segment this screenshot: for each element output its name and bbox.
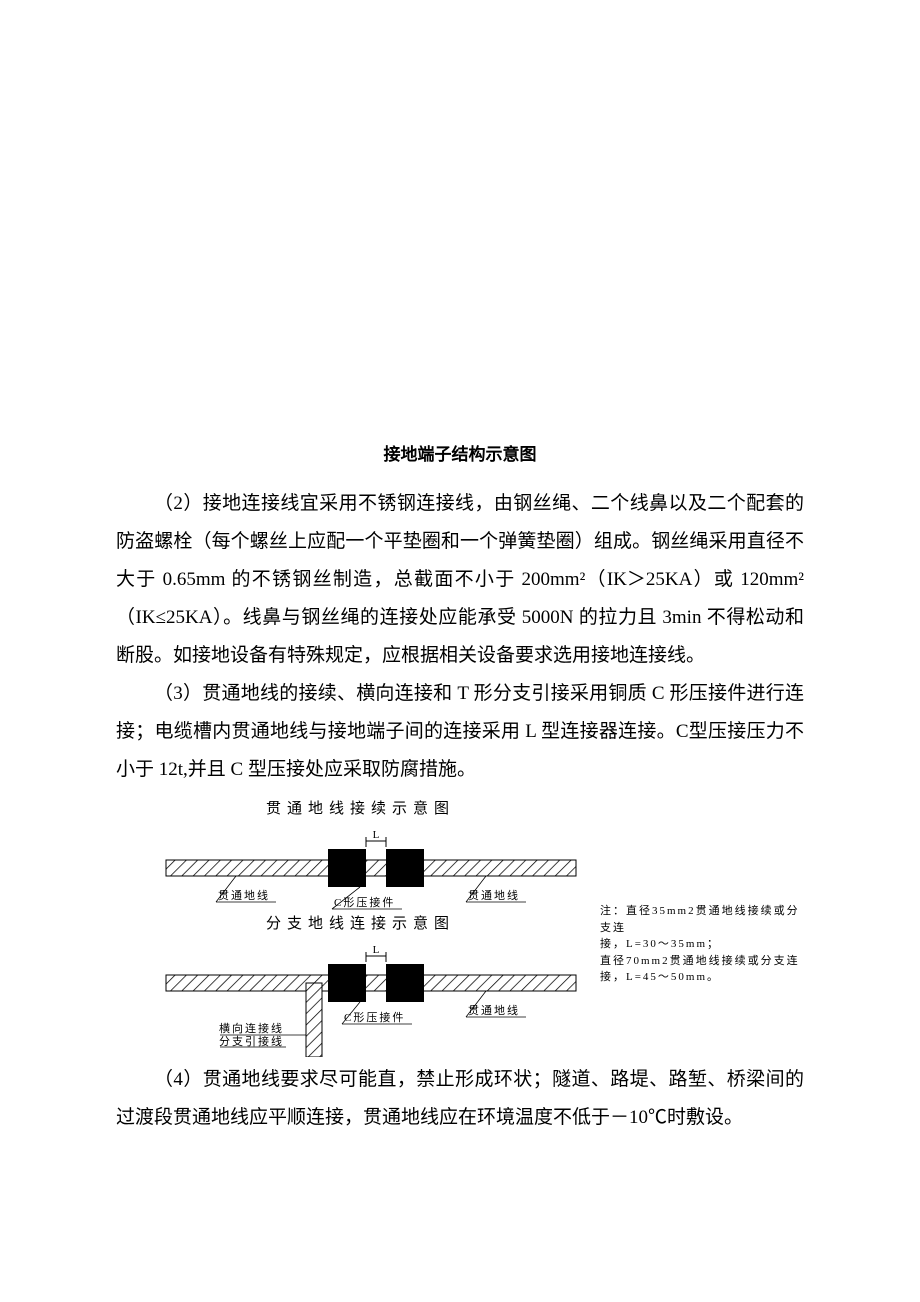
diagram-container: 贯通地线接续示意图 L贯通地线贯通地线C形压接件 分支地线连接示意图 L贯通地线… xyxy=(156,797,804,1057)
note-line: 接，L=30～35mm； xyxy=(600,936,804,953)
figure-title: 接地端子结构示意图 xyxy=(116,440,804,465)
paragraph-4: （4）贯通地线要求尽可能直，禁止形成环状；隧道、路堤、路堑、桥梁间的过渡段贯通地… xyxy=(116,1061,804,1137)
svg-text:C形压接件: C形压接件 xyxy=(334,896,395,909)
svg-text:贯通地线: 贯通地线 xyxy=(468,888,520,902)
svg-text:贯通地线: 贯通地线 xyxy=(468,1003,520,1017)
diagram-note: 注：直径35mm2贯通地线接续或分支连接，L=30～35mm； 直径70mm2贯… xyxy=(600,903,804,986)
diagram1-svg: L 贯通地线 贯通地线 C形压接件 xyxy=(156,822,586,912)
note-line: 接，L=45～50mm。 xyxy=(600,969,804,986)
page-content: 接地端子结构示意图 （2）接地连接线宜采用不锈钢连接线，由钢丝绳、二个线鼻以及二… xyxy=(116,440,804,1137)
svg-text:L: L xyxy=(373,829,380,841)
note-line: 直径70mm2贯通地线接续或分支连 xyxy=(600,953,804,970)
diagram1-title: 贯通地线接续示意图 xyxy=(266,797,804,818)
note-line: 注：直径35mm2贯通地线接续或分支连 xyxy=(600,903,804,936)
svg-text:横向连接线: 横向连接线 xyxy=(219,1021,284,1035)
svg-text:L: L xyxy=(373,944,380,956)
svg-text:分支引接线: 分支引接线 xyxy=(219,1034,284,1048)
paragraph-2: （2）接地连接线宜采用不锈钢连接线，由钢丝绳、二个线鼻以及二个配套的防盗螺栓（每… xyxy=(116,485,804,675)
paragraph-3: （3）贯通地线的接续、横向连接和 T 形分支引接采用铜质 C 形压接件进行连接；… xyxy=(116,675,804,789)
diagram2-svg: L 贯通地线 C形压接件横向连接线分支引接线 xyxy=(156,937,586,1057)
svg-text:贯通地线: 贯通地线 xyxy=(218,888,270,902)
svg-text:C形压接件: C形压接件 xyxy=(344,1011,405,1024)
